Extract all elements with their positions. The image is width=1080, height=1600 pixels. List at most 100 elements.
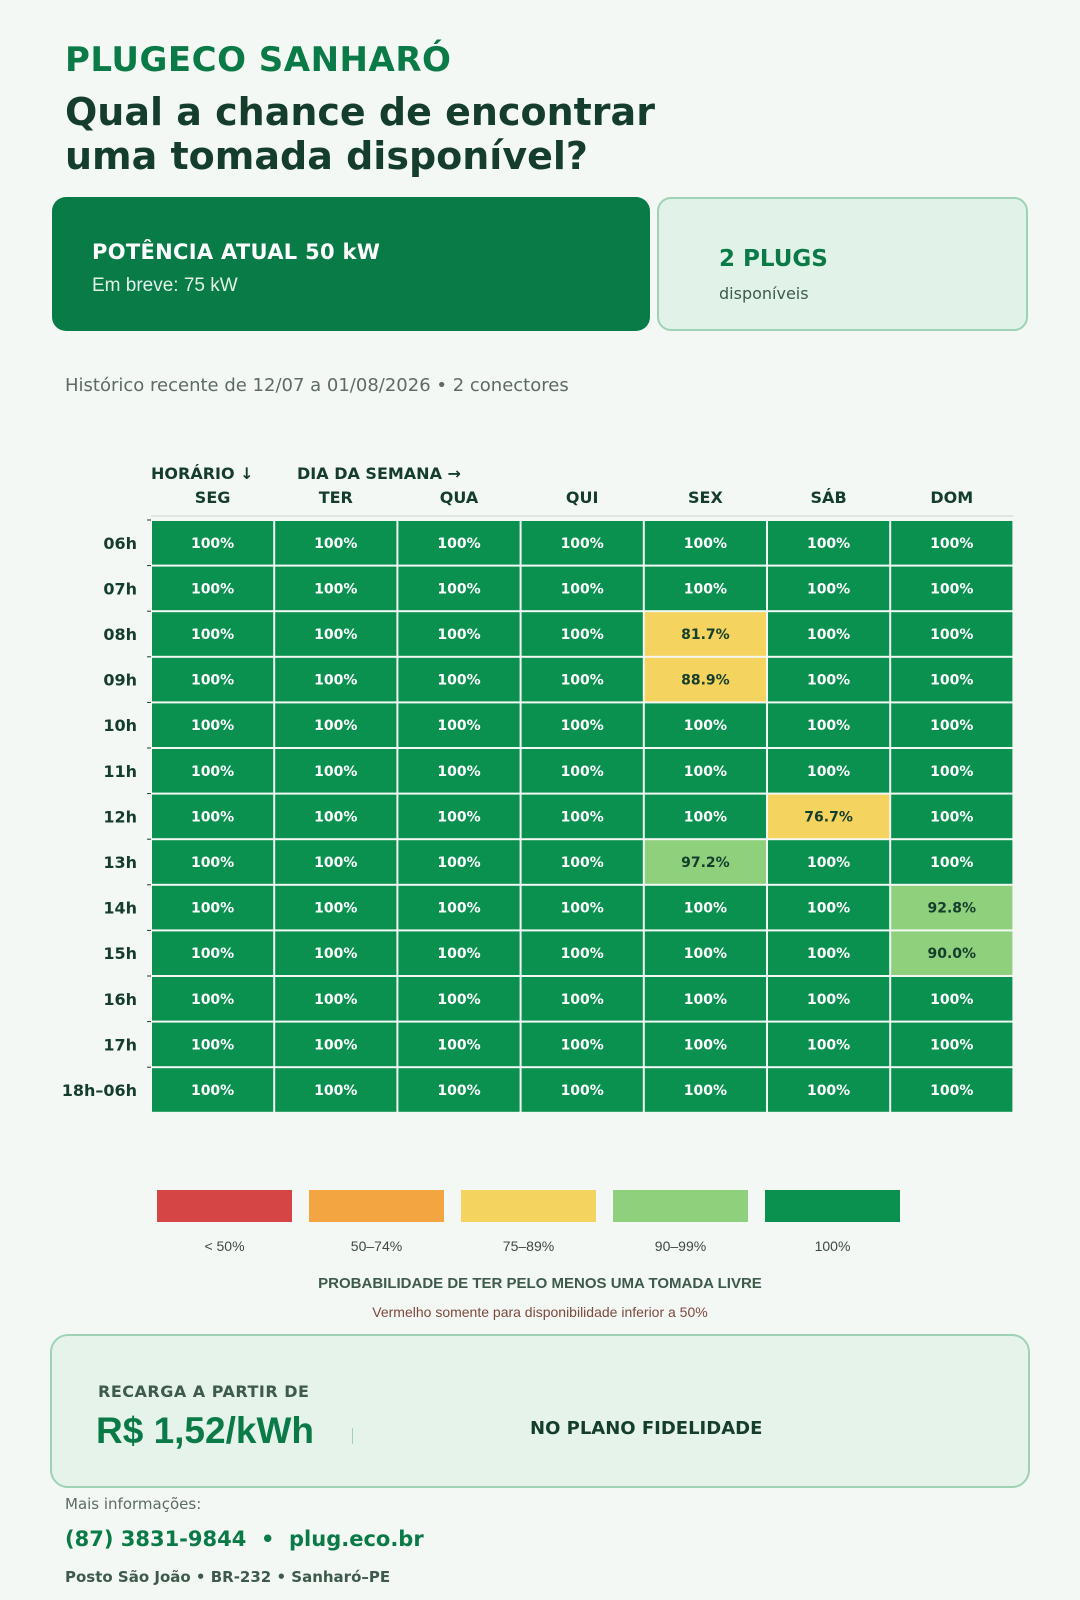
heatmap-value-label: 100% bbox=[561, 1037, 604, 1053]
heatmap-value-label: 100% bbox=[191, 992, 234, 1008]
heatmap-cell bbox=[521, 1022, 643, 1067]
heatmap-value-label: 100% bbox=[314, 718, 357, 734]
heatmap-cell bbox=[521, 612, 643, 656]
heatmap-cell bbox=[644, 840, 766, 884]
heatmap-cell bbox=[275, 703, 397, 747]
heatmap-value-label: 100% bbox=[807, 581, 850, 597]
power-card-title: POTÊNCIA ATUAL 50 kW bbox=[92, 240, 381, 264]
headline-line-2: uma tomada disponível? bbox=[65, 134, 588, 178]
heatmap-value-label: 100% bbox=[930, 581, 973, 597]
heatmap-value-label: 100% bbox=[561, 809, 604, 825]
heatmap-cell bbox=[152, 566, 274, 611]
heatmap-value-label: 100% bbox=[807, 992, 850, 1008]
contact-line[interactable]: (87) 3831-9844 • plug.eco.br bbox=[65, 1527, 424, 1551]
heatmap-cell bbox=[768, 931, 890, 975]
heatmap-value-label: 100% bbox=[314, 901, 357, 917]
heatmap-value-label: 100% bbox=[437, 992, 480, 1008]
history-text: Histórico recente de 12/07 a 01/08/2026 … bbox=[65, 375, 569, 396]
column-label: SÁB bbox=[811, 488, 847, 507]
heatmap-value-label: 100% bbox=[437, 1037, 480, 1053]
heatmap-cell bbox=[891, 749, 1013, 793]
heatmap-value-label: 100% bbox=[684, 901, 727, 917]
heatmap-cell bbox=[398, 749, 520, 793]
heatmap-cell bbox=[891, 977, 1013, 1021]
address-line: Posto São João • BR-232 • Sanharó–PE bbox=[65, 1568, 391, 1586]
heatmap-cell bbox=[891, 703, 1013, 747]
heatmap-cell bbox=[768, 749, 890, 793]
heatmap-value-label: 100% bbox=[314, 992, 357, 1008]
heatmap-value-label: 100% bbox=[807, 536, 850, 552]
heatmap-cell bbox=[152, 794, 274, 839]
heatmap-value-label: 100% bbox=[314, 1083, 357, 1099]
heatmap-value-label: 100% bbox=[807, 946, 850, 962]
heatmap-cell bbox=[398, 566, 520, 611]
heatmap-value-label: 100% bbox=[684, 809, 727, 825]
heatmap-value-label: 100% bbox=[930, 764, 973, 780]
heatmap-cell bbox=[152, 703, 274, 747]
heatmap-cell bbox=[152, 1022, 274, 1067]
heatmap-value-label: 100% bbox=[561, 581, 604, 597]
heatmap-cell bbox=[398, 703, 520, 747]
heatmap-cell bbox=[521, 977, 643, 1021]
heatmap-value-label: 100% bbox=[561, 536, 604, 552]
heatmap-cell bbox=[275, 794, 397, 839]
heatmap-value-label: 100% bbox=[684, 946, 727, 962]
heatmap-value-label: 100% bbox=[807, 627, 850, 643]
row-label: 06h bbox=[103, 534, 137, 553]
heatmap-cell bbox=[398, 794, 520, 839]
heatmap-value-label: 100% bbox=[807, 855, 850, 871]
heatmap-value-label: 100% bbox=[930, 1083, 973, 1099]
heatmap-cell bbox=[644, 794, 766, 839]
legend-label: < 50% bbox=[204, 1238, 244, 1254]
heatmap-value-label: 100% bbox=[437, 946, 480, 962]
column-label: SEX bbox=[688, 488, 723, 507]
legend-swatch bbox=[765, 1190, 900, 1222]
heatmap-cell bbox=[644, 612, 766, 656]
heatmap-value-label: 100% bbox=[191, 1037, 234, 1053]
heatmap-cell bbox=[768, 1022, 890, 1067]
heatmap-cell bbox=[398, 521, 520, 565]
heatmap-cell bbox=[644, 703, 766, 747]
heatmap-value-label: 100% bbox=[807, 1083, 850, 1099]
heatmap-cell bbox=[768, 566, 890, 611]
col-axis-label: DIA DA SEMANA → bbox=[297, 464, 461, 483]
row-label: 16h bbox=[103, 990, 137, 1009]
heatmap-cell bbox=[521, 657, 643, 702]
price-value: R$ 1,52/kWh bbox=[96, 1410, 314, 1451]
heatmap-value-label: 100% bbox=[191, 627, 234, 643]
heatmap-cell bbox=[891, 794, 1013, 839]
column-label: SEG bbox=[195, 488, 231, 507]
row-label: 10h bbox=[103, 716, 137, 735]
heatmap-value-label: 100% bbox=[437, 855, 480, 871]
heatmap-cell bbox=[275, 977, 397, 1021]
heatmap-cell bbox=[644, 749, 766, 793]
plugs-card: 2 PLUGS disponíveis bbox=[657, 197, 1028, 331]
row-label: 15h bbox=[103, 944, 137, 963]
heatmap-value-label: 100% bbox=[314, 581, 357, 597]
heatmap-value-label: 100% bbox=[314, 673, 357, 689]
heatmap-cell bbox=[768, 840, 890, 884]
heatmap-value-label: 100% bbox=[684, 1083, 727, 1099]
row-label: 17h bbox=[103, 1035, 137, 1054]
heatmap-cell bbox=[398, 657, 520, 702]
heatmap-cell bbox=[152, 977, 274, 1021]
heatmap-value-label: 100% bbox=[191, 764, 234, 780]
heatmap-cell bbox=[521, 885, 643, 930]
heatmap-value-label: 100% bbox=[437, 764, 480, 780]
heatmap-value-label: 100% bbox=[314, 627, 357, 643]
heatmap-cell bbox=[398, 840, 520, 884]
heatmap-cell bbox=[152, 885, 274, 930]
power-card: POTÊNCIA ATUAL 50 kW Em breve: 75 kW bbox=[52, 197, 650, 331]
column-label: DOM bbox=[930, 488, 973, 507]
headline-line-1: Qual a chance de encontrar bbox=[65, 90, 655, 134]
heatmap-value-label: 100% bbox=[437, 673, 480, 689]
column-label: QUI bbox=[566, 488, 599, 507]
heatmap-cell bbox=[275, 931, 397, 975]
heatmap-value-label: 100% bbox=[561, 946, 604, 962]
heatmap-value-label: 100% bbox=[684, 536, 727, 552]
column-label: TER bbox=[319, 488, 353, 507]
heatmap-value-label: 100% bbox=[561, 992, 604, 1008]
heatmap-value-label: 100% bbox=[191, 673, 234, 689]
heatmap-value-label: 100% bbox=[930, 718, 973, 734]
heatmap-value-label: 97.2% bbox=[681, 855, 730, 871]
